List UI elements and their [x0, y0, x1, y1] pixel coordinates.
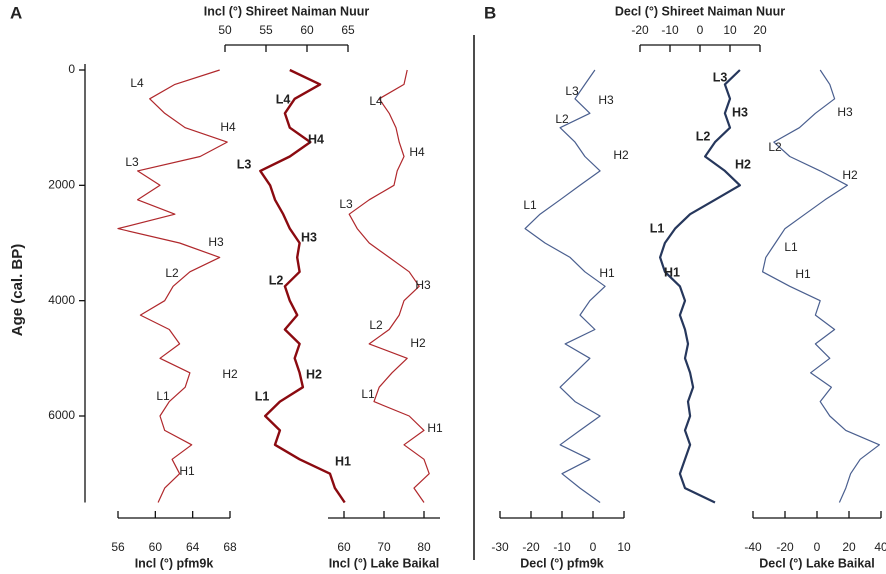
curve-annotation: L1 — [156, 389, 170, 403]
curve-annotation: H4 — [409, 145, 425, 159]
curve-annotation: H4 — [220, 120, 236, 134]
x-tick-label: 60 — [337, 540, 351, 554]
curve-annotation: H3 — [598, 93, 614, 107]
x-tick-label: 60 — [300, 23, 314, 37]
x-tick-label: -40 — [744, 540, 762, 554]
curve-annotation: H3 — [415, 278, 431, 292]
x-tick-label: 20 — [842, 540, 856, 554]
y-tick-label: 4000 — [48, 293, 75, 307]
curve — [348, 69, 430, 503]
curve-annotation: H3 — [208, 235, 224, 249]
y-axis-label: Age (cal. BP) — [9, 244, 26, 337]
x-tick-label: 60 — [149, 540, 163, 554]
x-tick-label: -10 — [553, 540, 571, 554]
curve-annotation: H1 — [795, 267, 811, 281]
x-tick-label: 80 — [417, 540, 431, 554]
curve-annotation: L3 — [125, 155, 139, 169]
curve-annotation: L2 — [555, 112, 569, 126]
x-axis-label: Decl (°) pfm9k — [520, 556, 604, 570]
y-tick-label: 2000 — [48, 178, 75, 192]
curve-annotation: H2 — [842, 168, 858, 182]
curve-annotation: H1 — [427, 421, 443, 435]
curve — [117, 69, 228, 503]
x-tick-label: 65 — [341, 23, 355, 37]
curve-annotation: L4 — [369, 94, 383, 108]
x-tick-label: 20 — [753, 23, 767, 37]
y-tick-label: 0 — [68, 62, 75, 76]
x-tick-label: 50 — [218, 23, 232, 37]
curve-annotation: L2 — [696, 129, 711, 143]
curve-annotation: L2 — [369, 318, 383, 332]
y-tick-label: 6000 — [48, 408, 75, 422]
x-axis-label: Incl (°) Lake Baikal — [329, 556, 440, 570]
x-tick-label: 68 — [223, 540, 237, 554]
x-tick-label: 55 — [259, 23, 273, 37]
x-tick-label: -30 — [491, 540, 509, 554]
x-axis-label: Decl (°) Shireet Naiman Nuur — [615, 4, 785, 18]
curve-annotation: L4 — [276, 92, 291, 106]
curve-annotation: L2 — [165, 266, 179, 280]
curve-annotation: L1 — [784, 240, 798, 254]
x-tick-label: 56 — [111, 540, 125, 554]
curve-annotation: L2 — [768, 140, 782, 154]
x-tick-label: 0 — [697, 23, 704, 37]
curve-annotation: H4 — [308, 132, 324, 146]
x-tick-label: -20 — [522, 540, 540, 554]
curve — [259, 68, 346, 504]
curve-annotation: H2 — [410, 336, 426, 350]
x-axis-label: Decl (°) Lake Baikal — [759, 556, 874, 570]
x-axis-label: Incl (°) pfm9k — [135, 556, 214, 570]
curve-annotation: H1 — [664, 265, 680, 279]
curve-annotation: H1 — [179, 464, 195, 478]
x-axis-label: Incl (°) Shireet Naiman Nuur — [204, 4, 370, 18]
curve-annotation: L3 — [713, 70, 728, 84]
curve-annotation: H2 — [613, 148, 629, 162]
x-tick-label: 64 — [186, 540, 200, 554]
curve-annotation: L3 — [339, 197, 353, 211]
x-tick-label: 10 — [723, 23, 737, 37]
curve-annotation: H1 — [599, 266, 615, 280]
curve — [524, 69, 606, 503]
x-tick-label: 10 — [617, 540, 631, 554]
curve-annotation: L3 — [237, 157, 252, 171]
x-tick-label: -10 — [661, 23, 679, 37]
x-tick-label: 0 — [590, 540, 597, 554]
x-tick-label: 70 — [377, 540, 391, 554]
curve-annotation: L1 — [523, 198, 537, 212]
curve-annotation: L1 — [255, 389, 270, 403]
curve-annotation: H2 — [306, 367, 322, 381]
panel-letter: A — [10, 3, 22, 22]
curve-annotation: L2 — [269, 273, 284, 287]
x-tick-label: 0 — [814, 540, 821, 554]
curve — [658, 69, 742, 504]
panel-letter: B — [484, 3, 496, 22]
curve-annotation: H2 — [222, 367, 238, 381]
curve-annotation: L1 — [361, 387, 375, 401]
x-tick-label: -20 — [776, 540, 794, 554]
curve-annotation: H3 — [732, 105, 748, 119]
curve-annotation: L3 — [565, 84, 579, 98]
curve — [761, 69, 881, 503]
curve-annotation: L4 — [130, 76, 144, 90]
x-tick-label: -20 — [631, 23, 649, 37]
curve-annotation: H1 — [335, 454, 351, 468]
curve-annotation: H3 — [301, 230, 317, 244]
curve-annotation: H3 — [837, 105, 853, 119]
curve-annotation: L1 — [650, 221, 665, 235]
curve-annotation: H2 — [735, 157, 751, 171]
x-tick-label: 40 — [874, 540, 886, 554]
